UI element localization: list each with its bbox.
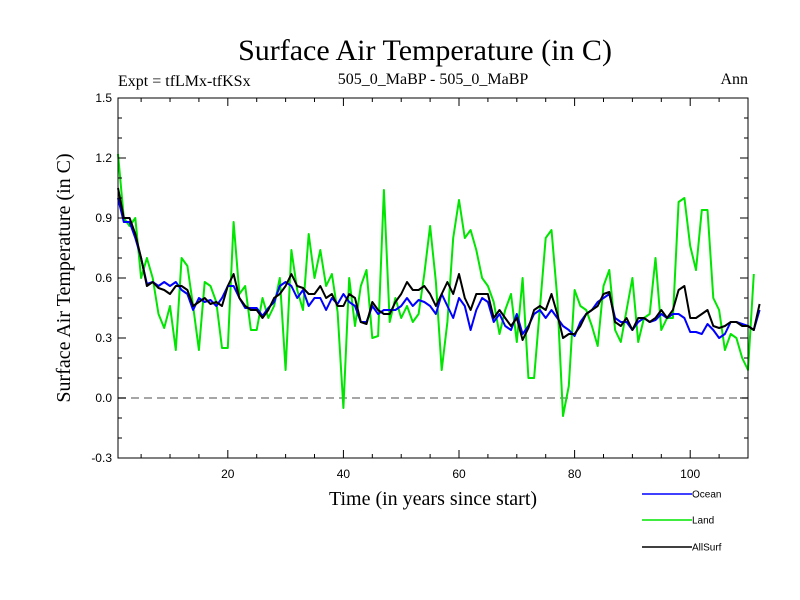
chart-title: Surface Air Temperature (in C) [238, 34, 612, 67]
subtitle-left: Expt = tfLMx-tfKSx [118, 73, 251, 90]
y-tick-label: 1.5 [95, 91, 112, 105]
y-tick-label: 0.0 [95, 391, 112, 405]
x-axis-label: Time (in years since start) [329, 488, 537, 510]
x-tick-label: 40 [337, 467, 351, 481]
plot-area: -0.3 0.0 0.3 0.6 0.9 1.2 1.5 20 40 60 80 100 [91, 91, 761, 481]
x-tick-label: 80 [568, 467, 582, 481]
y-tick-label: 1.2 [95, 151, 112, 165]
y-axis-label: Surface Air Temperature (in C) [53, 153, 75, 402]
legend-label-land: Land [692, 516, 714, 527]
legend: Ocean Land AllSurf [642, 490, 722, 554]
y-tick-label: 0.9 [95, 211, 112, 225]
legend-label-allsurf: AllSurf [692, 543, 722, 554]
series-line-land [117, 153, 755, 417]
x-tick-label: 60 [452, 467, 466, 481]
x-tick-label: 100 [680, 467, 700, 481]
y-tick-label: 0.6 [95, 271, 112, 285]
series-line-allsurf [117, 187, 761, 341]
y-tick-label: 0.3 [95, 331, 112, 345]
subtitle-center: 505_0_MaBP - 505_0_MaBP [338, 71, 529, 88]
subtitle-right: Ann [720, 71, 748, 88]
x-tick-label: 20 [221, 467, 235, 481]
legend-label-ocean: Ocean [692, 490, 721, 501]
y-tick-label: -0.3 [91, 451, 112, 465]
